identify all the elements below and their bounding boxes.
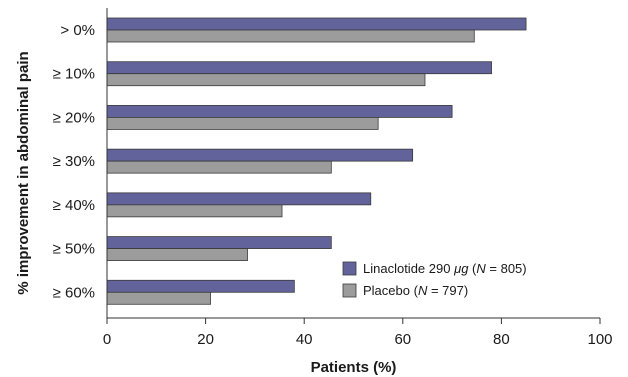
bar-linaclotide-4 xyxy=(106,192,372,206)
bar-placebo-0 xyxy=(106,29,475,43)
x-ticks-group: 0 20 40 60 80 100 xyxy=(103,318,613,348)
bar-linaclotide-6 xyxy=(106,279,295,293)
bar-linaclotide-3 xyxy=(106,148,414,162)
category-label-0: > 0% xyxy=(60,22,95,39)
bar-placebo-4 xyxy=(106,204,283,218)
category-label-5: ≥ 50% xyxy=(53,241,95,258)
bar-placebo-2 xyxy=(106,117,379,130)
bar-linaclotide-0 xyxy=(106,17,527,31)
axes-group xyxy=(106,8,600,319)
category-label-2: ≥ 20% xyxy=(53,109,95,126)
legend: Linaclotide 290 μg (N = 805) Placebo (N … xyxy=(342,261,527,298)
legend-label-linaclotide: Linaclotide 290 μg (N = 805) xyxy=(363,261,527,276)
bar-linaclotide-5 xyxy=(106,236,332,249)
legend-swatch-placebo xyxy=(342,283,357,298)
category-label-6: ≥ 60% xyxy=(53,284,95,301)
bar-linaclotide-2 xyxy=(106,105,453,118)
category-label-1: ≥ 10% xyxy=(53,66,95,83)
category-labels-group: > 0% ≥ 10% ≥ 20% ≥ 30% ≥ 40% ≥ 50% ≥ 60% xyxy=(53,22,95,301)
category-label-4: ≥ 40% xyxy=(53,197,95,214)
x-tick-label-5: 100 xyxy=(587,331,612,348)
category-label-3: ≥ 30% xyxy=(53,153,95,170)
x-tick-label-2: 40 xyxy=(296,331,313,348)
legend-label-placebo: Placebo (N = 797) xyxy=(363,283,468,298)
x-axis-title: Patients (%) xyxy=(311,359,397,376)
bar-placebo-5 xyxy=(106,248,248,261)
x-tick-label-0: 0 xyxy=(103,331,111,348)
y-axis-title: % improvement in abdominal pain xyxy=(15,51,32,294)
x-tick-label-1: 20 xyxy=(197,331,214,348)
bar-linaclotide-1 xyxy=(106,61,492,75)
x-tick-label-4: 80 xyxy=(493,331,510,348)
legend-swatch-linaclotide xyxy=(342,261,357,276)
bar-placebo-6 xyxy=(106,291,211,305)
bar-placebo-1 xyxy=(106,73,426,87)
x-tick-label-3: 60 xyxy=(394,331,411,348)
bar-placebo-3 xyxy=(106,160,332,174)
